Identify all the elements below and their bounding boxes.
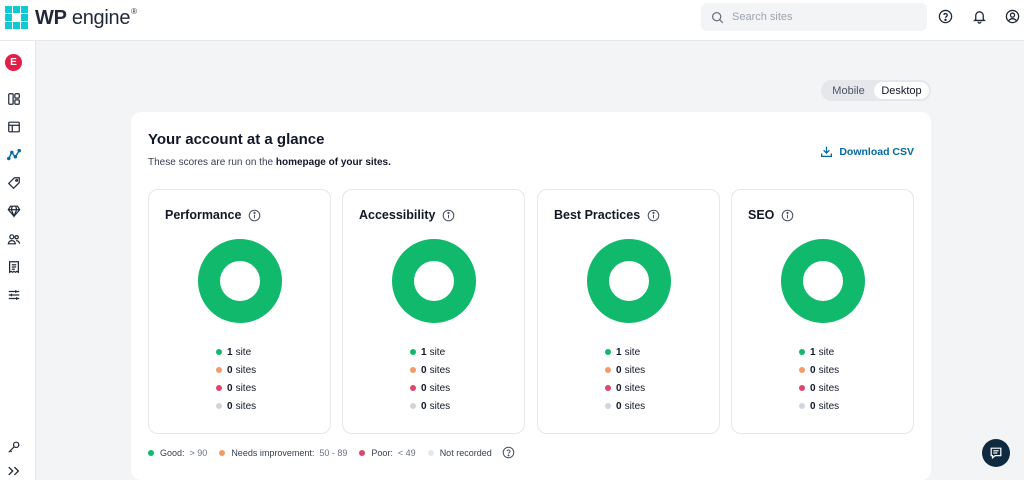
chat-icon: [990, 447, 1002, 460]
info-icon[interactable]: [647, 209, 660, 222]
account-glance-card: Your account at a glance These scores ar…: [131, 112, 931, 480]
metric-card-best-practices: Best Practices 1 site 0 sites 0 sites 0 site…: [537, 189, 720, 434]
row-good: 1 site: [605, 343, 645, 361]
legend-good: Good: > 90: [148, 448, 207, 458]
account-avatar[interactable]: E: [5, 54, 22, 71]
score-legend: Good: > 90 Needs improvement: 50 - 89 Poor…: [148, 446, 515, 459]
card-title: Your account at a glance: [148, 131, 325, 148]
score-donut-chart: [781, 239, 865, 323]
info-icon[interactable]: [781, 209, 794, 222]
billing-icon[interactable]: [5, 258, 23, 276]
info-icon[interactable]: [248, 209, 261, 222]
search-icon: [711, 11, 724, 23]
toggle-mobile[interactable]: Mobile: [832, 84, 865, 97]
row-not-recorded: 0 sites: [216, 397, 256, 415]
legend-poor: Poor: < 49: [359, 448, 416, 458]
info-icon[interactable]: [442, 209, 455, 222]
row-not-recorded: 0 sites: [410, 397, 450, 415]
legend-needs-improvement: Needs improvement: 50 - 89: [219, 448, 347, 458]
legend-not-recorded: Not recorded: [427, 448, 492, 458]
row-needs-improvement: 0 sites: [605, 361, 645, 379]
sites-icon[interactable]: [5, 118, 23, 136]
logo-mark-icon: [5, 6, 29, 30]
metric-card-seo: SEO 1 site 0 sites 0 sites 0 sites: [731, 189, 914, 434]
tag-icon[interactable]: [5, 174, 23, 192]
row-needs-improvement: 0 sites: [410, 361, 450, 379]
metric-title: Accessibility: [359, 208, 436, 222]
card-subtitle: These scores are run on the homepage of …: [148, 157, 391, 168]
score-breakdown: 1 site 0 sites 0 sites 0 sites: [216, 343, 256, 415]
download-icon: [821, 146, 833, 158]
row-not-recorded: 0 sites: [799, 397, 839, 415]
settings-sliders-icon[interactable]: [5, 286, 23, 304]
metric-card-performance: Performance 1 site 0 sites 0 sites 0 sites: [148, 189, 331, 434]
score-donut-chart: [587, 239, 671, 323]
performance-icon[interactable]: [5, 146, 23, 164]
users-icon[interactable]: [5, 230, 23, 248]
key-icon[interactable]: [5, 438, 23, 456]
row-good: 1 site: [799, 343, 839, 361]
score-breakdown: 1 site 0 sites 0 sites 0 sites: [605, 343, 645, 415]
row-poor: 0 sites: [216, 379, 256, 397]
bell-icon[interactable]: [971, 8, 987, 24]
help-icon[interactable]: [937, 8, 953, 24]
logo-text: WP engine®: [35, 6, 137, 29]
row-good: 1 site: [410, 343, 450, 361]
row-poor: 0 sites: [799, 379, 839, 397]
diamond-icon[interactable]: [5, 202, 23, 220]
score-donut-chart: [198, 239, 282, 323]
download-csv-button[interactable]: Download CSV: [820, 145, 914, 158]
user-icon[interactable]: [1004, 8, 1020, 24]
device-toggle: Mobile Desktop: [821, 80, 931, 101]
metric-title: SEO: [748, 208, 775, 222]
row-not-recorded: 0 sites: [605, 397, 645, 415]
top-header: WP engine®: [0, 0, 1024, 41]
metric-card-accessibility: Accessibility 1 site 0 sites 0 sites 0 sites: [342, 189, 525, 434]
metric-title: Performance: [165, 208, 242, 222]
row-good: 1 site: [216, 343, 256, 361]
side-navigation: E: [0, 41, 36, 480]
row-poor: 0 sites: [410, 379, 450, 397]
legend-help-icon[interactable]: [502, 446, 515, 459]
metric-title: Best Practices: [554, 208, 641, 222]
row-needs-improvement: 0 sites: [799, 361, 839, 379]
score-breakdown: 1 site 0 sites 0 sites 0 sites: [799, 343, 839, 415]
row-poor: 0 sites: [605, 379, 645, 397]
search-box[interactable]: [701, 3, 927, 31]
search-input[interactable]: [732, 11, 902, 23]
toggle-desktop[interactable]: Desktop: [874, 82, 929, 99]
dashboard-icon[interactable]: [5, 90, 23, 108]
row-needs-improvement: 0 sites: [216, 361, 256, 379]
score-donut-chart: [392, 239, 476, 323]
expand-icon[interactable]: [5, 462, 23, 480]
chat-support-button[interactable]: [982, 439, 1010, 467]
wp-engine-logo[interactable]: WP engine®: [5, 6, 137, 30]
score-breakdown: 1 site 0 sites 0 sites 0 sites: [410, 343, 450, 415]
